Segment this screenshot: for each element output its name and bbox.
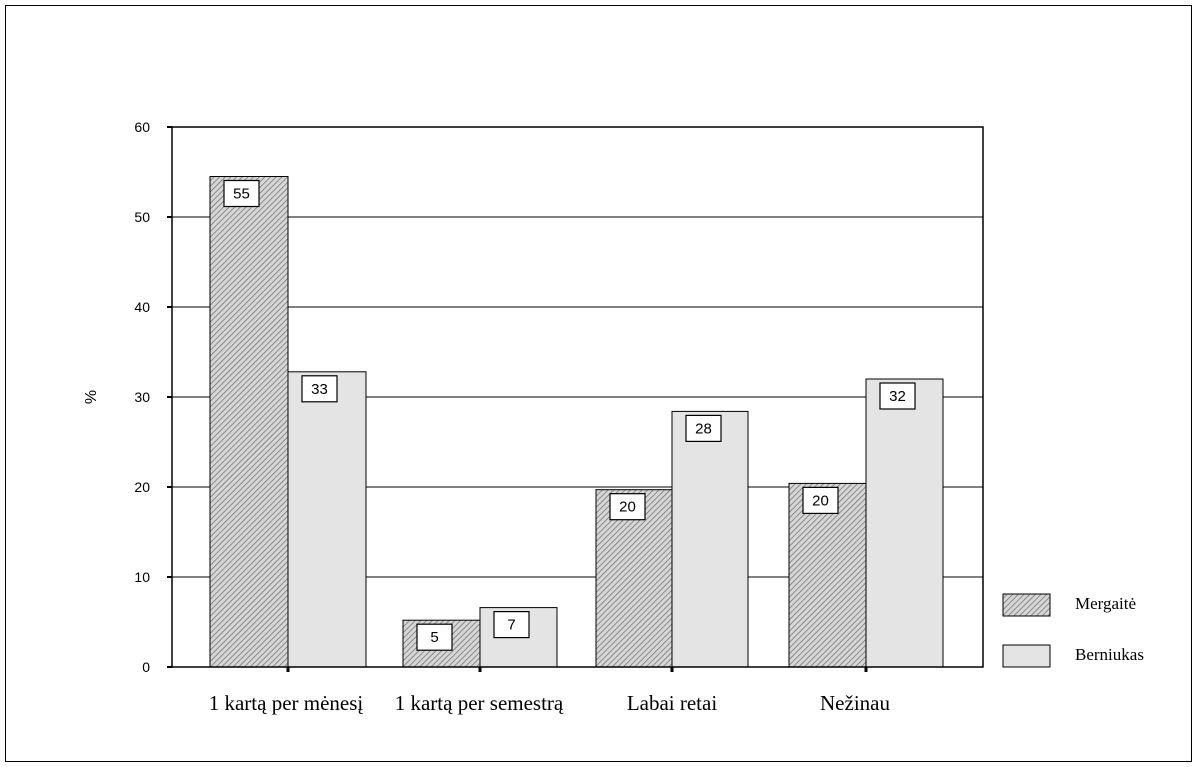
data-label-1-3: 32 xyxy=(879,382,916,410)
y-tick-label-30: 30 xyxy=(134,389,150,405)
legend-swatch xyxy=(1002,593,1051,617)
y-tick-label-60: 60 xyxy=(134,119,150,135)
bar-berniukas-3 xyxy=(865,378,944,668)
bar-berniukas-2 xyxy=(671,410,749,668)
bars xyxy=(209,176,944,668)
bar-berniukas-0 xyxy=(287,371,367,668)
data-label-1-1: 7 xyxy=(493,610,530,639)
legend-item-mergaite: Mergaitė xyxy=(1002,593,1136,617)
data-label-0-1: 5 xyxy=(416,623,453,651)
data-label-text: 28 xyxy=(695,420,712,437)
data-label-box xyxy=(223,179,260,208)
y-axis-ticks: 0 10 20 30 40 50 60 xyxy=(134,119,172,675)
data-labels: 55 33 5 7 20 28 20 32 xyxy=(223,179,916,651)
y-tick-label-10: 10 xyxy=(134,569,150,585)
data-label-box xyxy=(301,375,338,403)
y-axis-label: % xyxy=(83,390,100,404)
data-label-1-2: 28 xyxy=(685,414,722,442)
data-label-text: 32 xyxy=(889,388,906,405)
data-label-0-2: 20 xyxy=(609,493,646,521)
data-label-text: 7 xyxy=(507,617,515,634)
y-tick-label-40: 40 xyxy=(134,299,150,315)
data-label-box xyxy=(493,610,530,639)
data-label-box xyxy=(416,623,453,651)
data-label-text: 5 xyxy=(430,629,438,646)
data-label-box xyxy=(802,486,839,514)
data-label-text: 20 xyxy=(619,499,636,516)
legend: Mergaitė Berniukas xyxy=(1002,593,1144,668)
data-label-text: 20 xyxy=(812,492,829,509)
x-axis-ticks: 1 kartą per mėnesį 1 kartą per semestrą La… xyxy=(209,667,890,715)
x-tick-label-0: 1 kartą per mėnesį xyxy=(209,691,364,715)
data-label-box xyxy=(609,493,646,521)
legend-swatch xyxy=(1002,644,1051,668)
bar-mergaite-3 xyxy=(788,482,867,668)
x-tick-label-3: Nežinau xyxy=(820,691,890,715)
data-label-1-0: 33 xyxy=(301,375,338,403)
x-tick-label-1: 1 kartą per semestrą xyxy=(395,691,564,715)
y-tick-label-50: 50 xyxy=(134,209,150,225)
y-tick-label-0: 0 xyxy=(142,659,150,675)
bar-mergaite-0 xyxy=(209,176,289,668)
legend-label: Berniukas xyxy=(1075,645,1144,664)
data-label-0-0: 55 xyxy=(223,179,260,208)
data-label-box xyxy=(879,382,916,410)
x-tick-label-2: Labai retai xyxy=(627,691,718,715)
legend-item-berniukas: Berniukas xyxy=(1002,644,1144,668)
y-tick-label-20: 20 xyxy=(134,479,150,495)
data-label-text: 33 xyxy=(311,381,328,398)
data-label-text: 55 xyxy=(233,186,250,203)
data-label-0-3: 20 xyxy=(802,486,839,514)
legend-label: Mergaitė xyxy=(1075,594,1136,613)
data-label-box xyxy=(685,414,722,442)
